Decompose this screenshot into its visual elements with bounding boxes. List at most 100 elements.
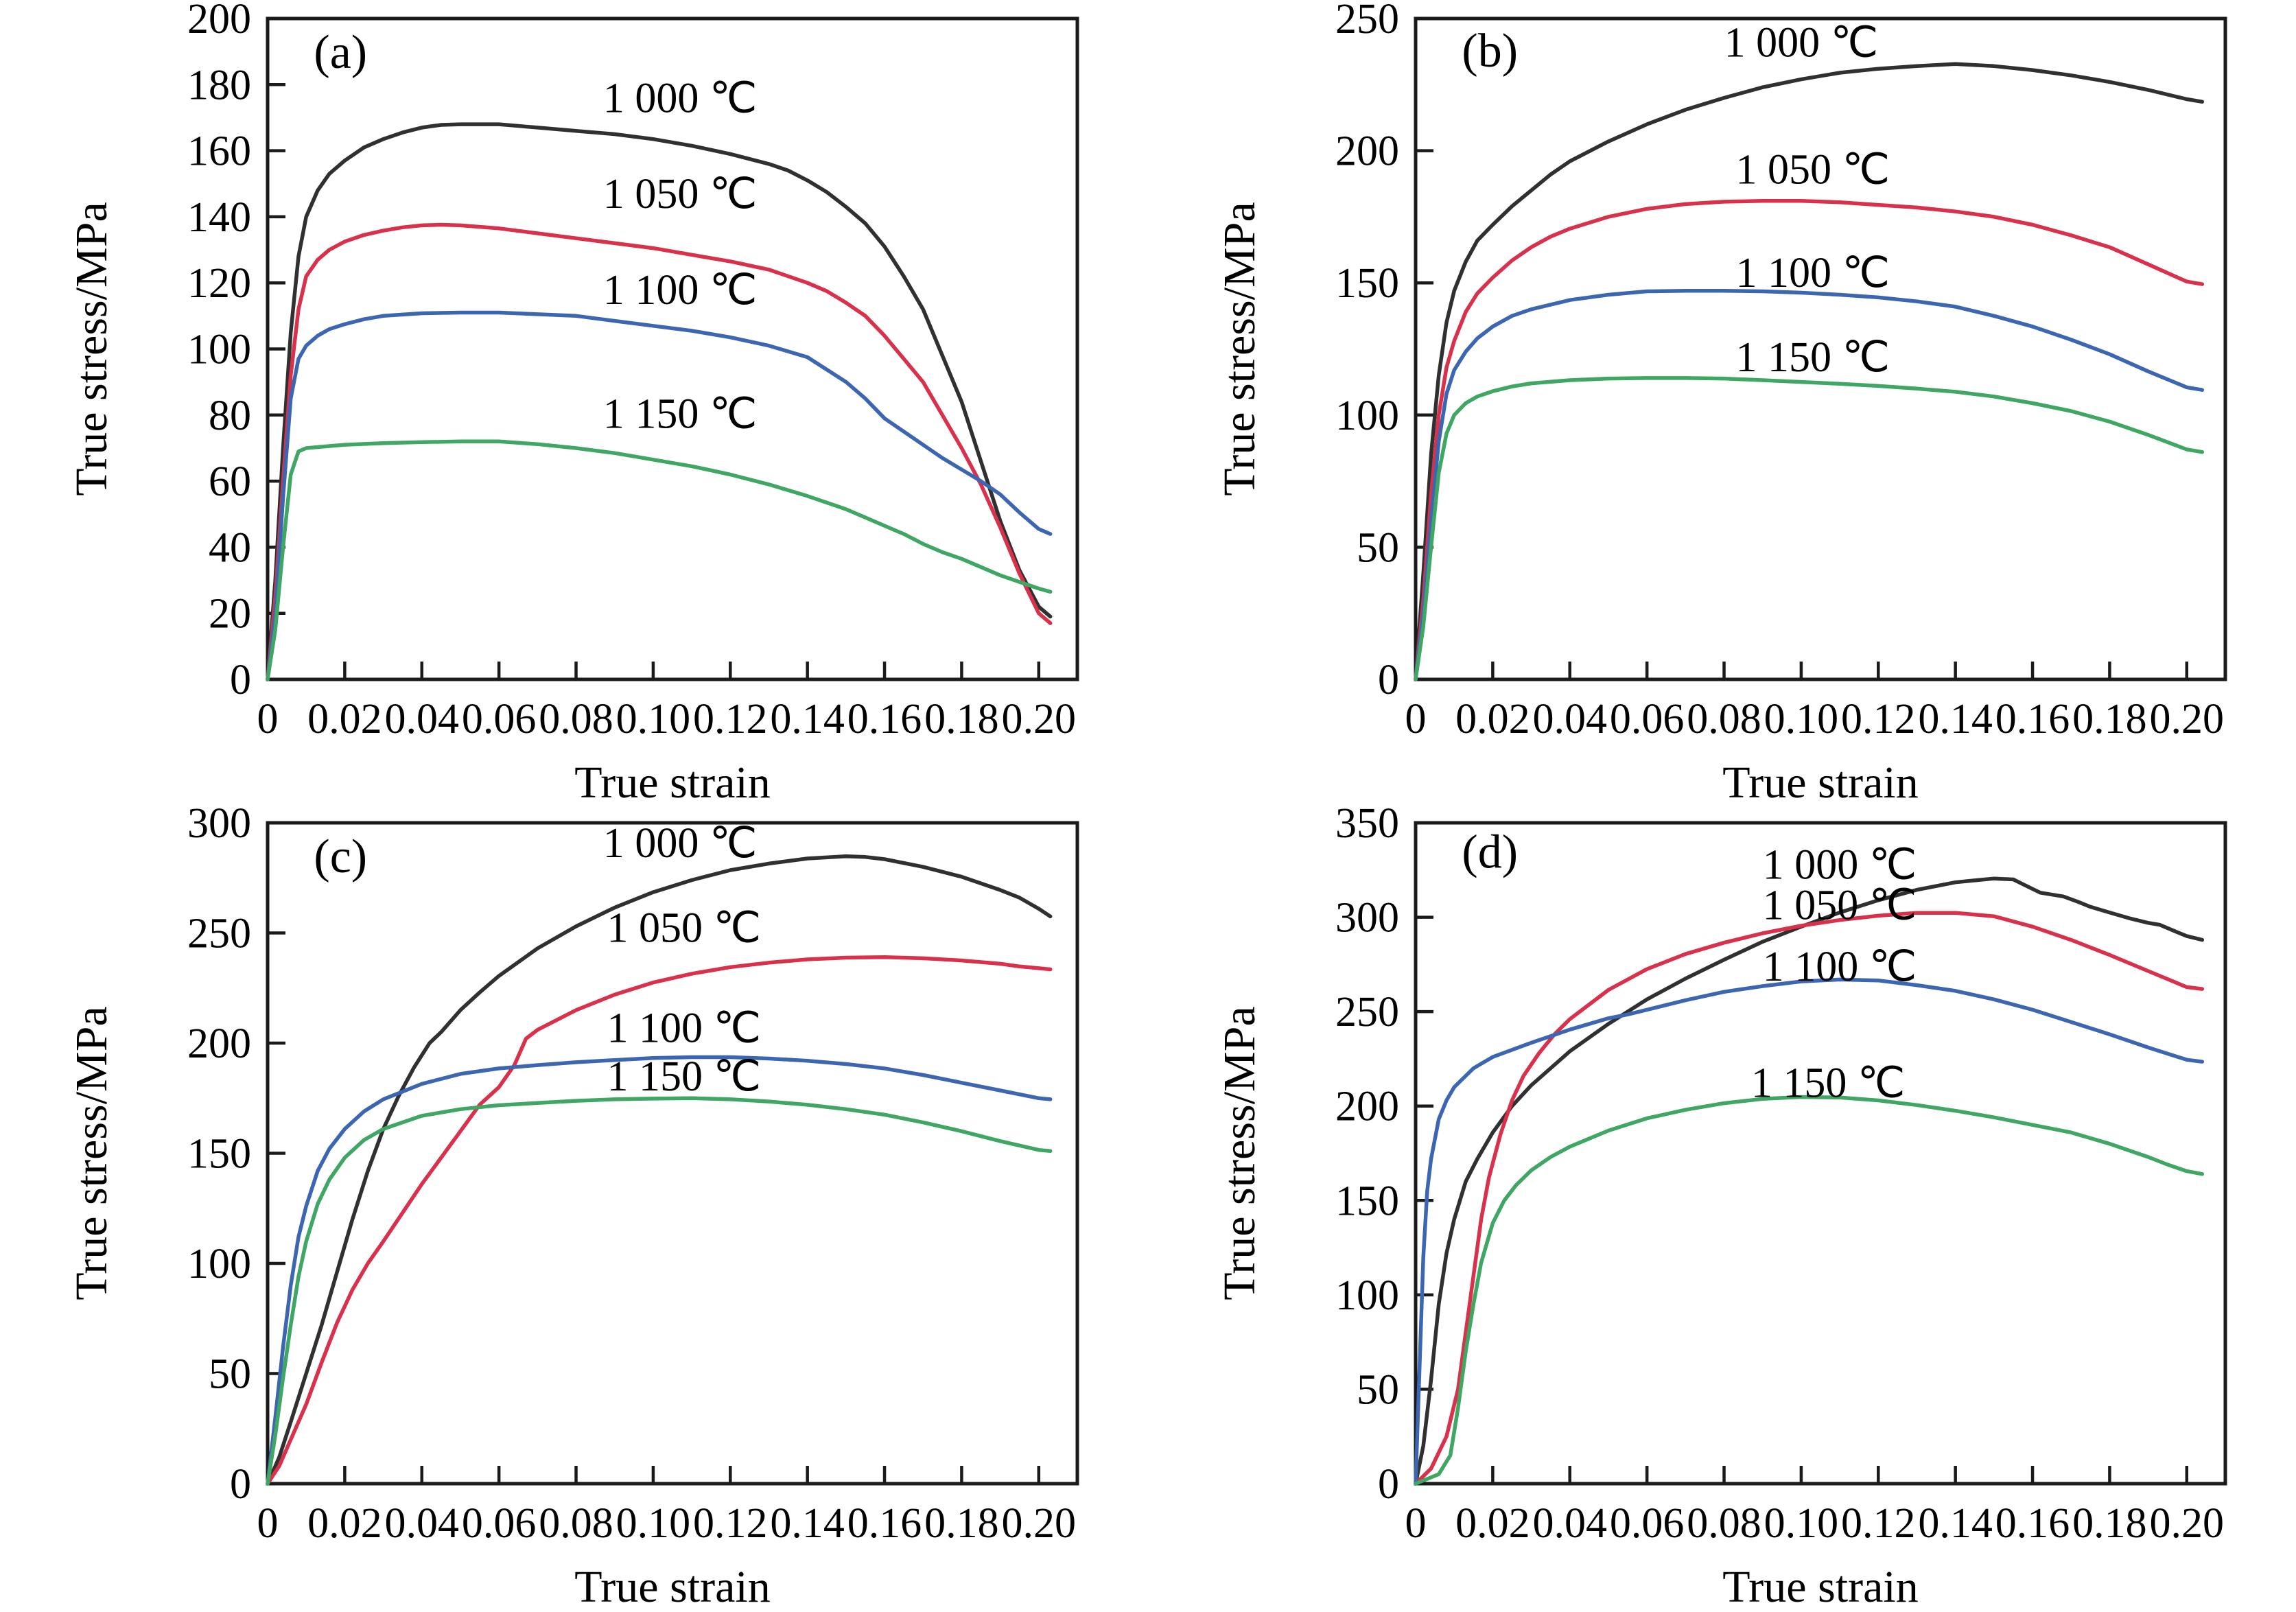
x-tick-label: 0.20 bbox=[2150, 696, 2225, 743]
x-tick-label: 0.10 bbox=[616, 1500, 691, 1547]
x-tick-label: 0.08 bbox=[539, 696, 613, 743]
series-line-1150C bbox=[1414, 1095, 2205, 1486]
x-tick-label: 0.08 bbox=[539, 1500, 613, 1547]
curve-label: 1 050 ℃ bbox=[1763, 883, 1917, 929]
y-axis-title: True stress/MPa bbox=[1215, 202, 1265, 495]
curve-label: 1 150 ℃ bbox=[1751, 1060, 1906, 1106]
chart-panel-d: 0 0.02 0.04 0.06 0.08 0.10 0.12 0.14 0.16 0.18 0.2… bbox=[1215, 800, 2227, 1612]
plot-frame bbox=[1414, 821, 2227, 1486]
series-line-1100C bbox=[1414, 289, 2205, 681]
curve-label: 1 150 ℃ bbox=[607, 1053, 762, 1100]
x-tick-label: 0.04 bbox=[1533, 1500, 1608, 1547]
y-tick-label: 0 bbox=[230, 1461, 251, 1508]
x-tick-label: 0.16 bbox=[1995, 696, 2070, 743]
y-tick-label: 0 bbox=[1378, 1461, 1399, 1508]
y-axis-title: True stress/MPa bbox=[1215, 1006, 1265, 1300]
x-tick-label: 0.18 bbox=[924, 696, 999, 743]
y-tick-label: 120 bbox=[187, 260, 251, 307]
y-tick-label: 150 bbox=[1335, 260, 1399, 307]
y-tick-label: 100 bbox=[187, 1241, 251, 1287]
x-tick-label: 0.18 bbox=[924, 1500, 999, 1547]
curve-label: 1 050 ℃ bbox=[607, 904, 762, 951]
y-tick-label: 350 bbox=[1335, 804, 1399, 847]
x-tick-label: 0 bbox=[257, 1500, 279, 1547]
y-tick-label: 20 bbox=[209, 591, 251, 638]
y-tick-label: 100 bbox=[1335, 393, 1399, 439]
panel-letter: (a) bbox=[314, 26, 367, 79]
x-tick-label: 0.02 bbox=[1455, 1500, 1530, 1547]
x-tick-label: 0.06 bbox=[1610, 1500, 1685, 1547]
panel-a: 0 0.02 0.04 0.06 0.08 0.10 0.12 0.14 0.16 0.18 0.2… bbox=[0, 0, 1148, 808]
x-axis-title: True strain bbox=[1722, 758, 1918, 804]
x-tick-label: 0.14 bbox=[1918, 696, 1993, 743]
y-tick-label: 40 bbox=[209, 524, 251, 571]
series-line-1150C bbox=[266, 1096, 1053, 1486]
y-tick-label: 200 bbox=[1335, 128, 1399, 175]
x-tick-label: 0.10 bbox=[616, 696, 691, 743]
panel-letter: (c) bbox=[314, 830, 367, 883]
y-tick-label: 200 bbox=[187, 1020, 251, 1067]
chart-panel-b: 0 0.02 0.04 0.06 0.08 0.10 0.12 0.14 0.16 0.18 0.2… bbox=[1215, 0, 2227, 808]
curve-label: 1 050 ℃ bbox=[603, 171, 758, 218]
y-tick-label: 100 bbox=[187, 327, 251, 373]
x-tick-label: 0.20 bbox=[1002, 696, 1077, 743]
x-tick-label: 0.06 bbox=[462, 696, 537, 743]
y-tick-label: 250 bbox=[187, 911, 251, 957]
panel-c: 0 0.02 0.04 0.06 0.08 0.10 0.12 0.14 0.16 0.18 0.2… bbox=[0, 800, 1148, 1612]
y-tick-label: 150 bbox=[1335, 1178, 1399, 1224]
panel-letter: (b) bbox=[1462, 25, 1518, 78]
x-tick-label: 0.16 bbox=[1995, 1500, 2070, 1547]
x-tick-label: 0.12 bbox=[1841, 696, 1916, 743]
x-tick-label: 0.20 bbox=[1002, 1500, 1077, 1547]
curve-label: 1 100 ℃ bbox=[607, 1005, 762, 1052]
curve-label: 1 150 ℃ bbox=[603, 390, 758, 437]
panel-b: 0 0.02 0.04 0.06 0.08 0.10 0.12 0.14 0.16 0.18 0.2… bbox=[1148, 0, 2296, 808]
curve-label: 1 100 ℃ bbox=[603, 267, 758, 314]
x-tick-label: 0.20 bbox=[2150, 1500, 2225, 1547]
x-tick-label: 0.06 bbox=[1610, 696, 1685, 743]
curve-label: 1 000 ℃ bbox=[603, 820, 758, 867]
x-tick-label: 0.12 bbox=[1841, 1500, 1916, 1547]
x-tick-label: 0.12 bbox=[693, 1500, 768, 1547]
x-tick-label: 0.06 bbox=[462, 1500, 537, 1547]
x-tick-label: 0.14 bbox=[770, 1500, 845, 1547]
curve-label: 1 000 ℃ bbox=[603, 75, 758, 122]
series-line-1100C bbox=[1414, 977, 2205, 1486]
x-tick-label: 0.18 bbox=[2072, 1500, 2147, 1547]
curve-label: 1 150 ℃ bbox=[1735, 334, 1890, 381]
x-tick-label: 0.04 bbox=[1533, 696, 1608, 743]
y-tick-label: 250 bbox=[1335, 0, 1399, 43]
x-tick-label: 0.02 bbox=[307, 1500, 382, 1547]
curve-label: 1 100 ℃ bbox=[1763, 944, 1917, 990]
y-tick-label: 200 bbox=[1335, 1084, 1399, 1130]
series-line-1050C bbox=[1414, 911, 2205, 1486]
x-tick-label: 0.08 bbox=[1687, 696, 1761, 743]
chart-panel-a: 0 0.02 0.04 0.06 0.08 0.10 0.12 0.14 0.16 0.18 0.2… bbox=[67, 0, 1079, 808]
series-line-1100C bbox=[266, 310, 1053, 681]
series-line-1150C bbox=[1414, 376, 2205, 681]
plot-frame bbox=[1414, 16, 2227, 681]
curve-label: 1 000 ℃ bbox=[1724, 20, 1879, 67]
y-tick-label: 50 bbox=[1357, 524, 1399, 571]
y-tick-label: 300 bbox=[1335, 895, 1399, 942]
x-axis-title: True strain bbox=[574, 758, 770, 804]
series-line-1000C bbox=[1414, 876, 2205, 1486]
x-tick-label: 0 bbox=[257, 696, 279, 743]
x-tick-label: 0.14 bbox=[770, 696, 845, 743]
series-line-1000C bbox=[266, 122, 1053, 681]
x-tick-label: 0.02 bbox=[1455, 696, 1530, 743]
y-tick-label: 0 bbox=[230, 657, 251, 703]
y-tick-label: 80 bbox=[209, 393, 251, 439]
x-tick-label: 0.18 bbox=[2072, 696, 2147, 743]
curve-label: 1 000 ℃ bbox=[1763, 842, 1917, 889]
x-tick-label: 0.10 bbox=[1764, 696, 1839, 743]
y-tick-label: 180 bbox=[187, 62, 251, 108]
y-tick-label: 0 bbox=[1378, 657, 1399, 703]
y-tick-label: 50 bbox=[1357, 1366, 1399, 1413]
x-axis-title: True strain bbox=[574, 1562, 770, 1609]
y-tick-label: 100 bbox=[1335, 1272, 1399, 1319]
series-line-1050C bbox=[1414, 199, 2205, 681]
x-tick-label: 0.14 bbox=[1918, 1500, 1993, 1547]
x-tick-label: 0.08 bbox=[1687, 1500, 1761, 1547]
